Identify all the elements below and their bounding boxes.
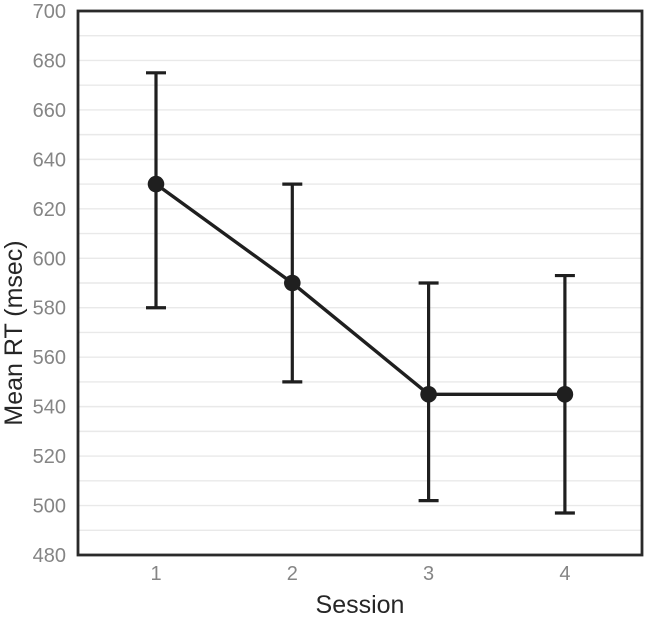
data-point: [147, 175, 165, 193]
y-tick-label: 540: [33, 397, 66, 419]
x-tick-label: 2: [287, 563, 298, 585]
data-point: [420, 385, 437, 403]
x-tick-label: 4: [559, 563, 570, 585]
data-point: [284, 274, 301, 292]
y-tick-label: 700: [33, 1, 66, 23]
y-tick-label: 580: [33, 298, 66, 320]
x-tick-label: 3: [423, 563, 434, 585]
data-series: [146, 71, 575, 515]
y-tick-label: 640: [33, 149, 66, 171]
y-tick-label: 520: [33, 446, 66, 468]
plot-frame: [76, 9, 644, 557]
tick-labels: 480 500 520 540 560 580 600 620 640 660 680 700 1 2 3 4: [33, 1, 571, 585]
x-tick-label: 1: [150, 563, 161, 585]
series-line: [155, 182, 565, 396]
data-point: [556, 385, 574, 403]
plot-border: [76, 9, 644, 557]
y-tick-label: 600: [33, 248, 66, 270]
y-tick-label: 680: [33, 50, 66, 72]
y-tick-label: 500: [33, 496, 66, 518]
y-tick-label: 560: [33, 347, 66, 369]
y-tick-label: 620: [33, 199, 66, 221]
y-tick-label: 480: [33, 545, 66, 567]
x-axis-label: Session: [316, 591, 405, 619]
grid-layer: [78, 35, 642, 531]
y-axis-label: Mean RT (msec): [0, 240, 28, 425]
y-tick-label: 660: [33, 100, 66, 122]
